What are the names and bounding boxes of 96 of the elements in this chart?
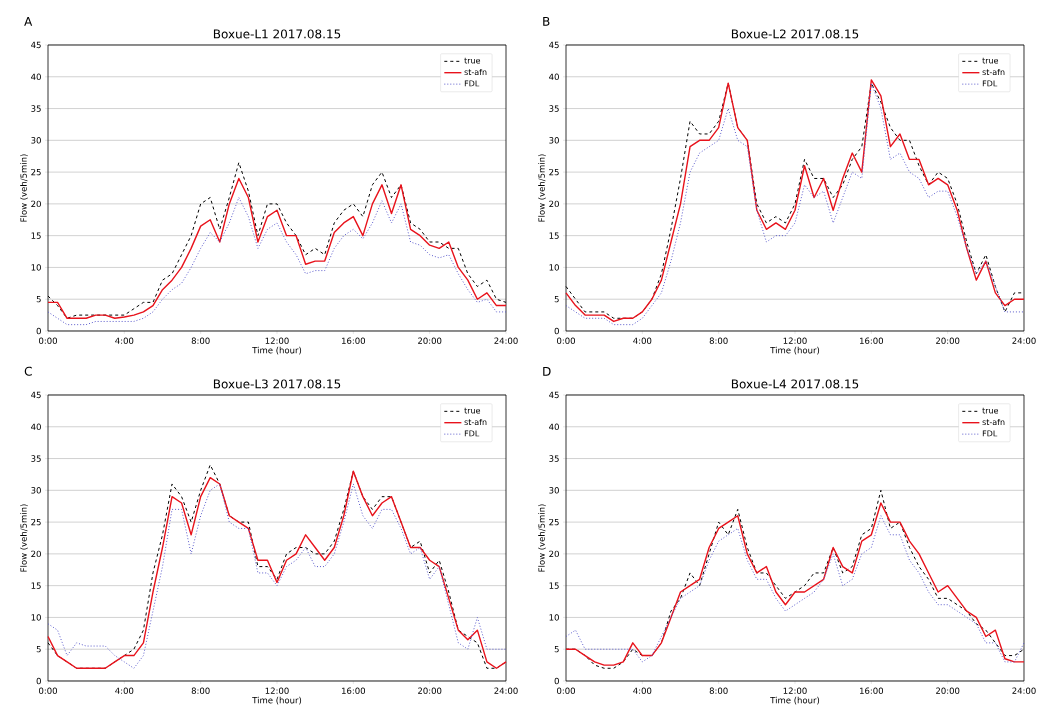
x-tick-label: 16:00 (342, 337, 366, 344)
chart-title: Boxue-L2 2017.08.15 (731, 29, 859, 39)
legend-label: true (982, 407, 999, 414)
x-tick-label: 20:00 (418, 337, 442, 344)
y-tick-label: 20 (31, 550, 41, 558)
y-tick-label: 5 (554, 646, 559, 653)
y-tick-label: 15 (549, 232, 559, 239)
y-tick-label: 15 (31, 232, 41, 239)
x-tick-label: 20:00 (418, 687, 442, 694)
chart-title: Boxue-L3 2017.08.15 (213, 379, 341, 389)
y-tick-label: 10 (31, 264, 41, 271)
y-tick-label: 5 (554, 296, 559, 303)
y-tick-label: 5 (36, 646, 41, 653)
y-axis-title: Flow (veh/5min) (20, 154, 28, 222)
y-tick-label: 45 (549, 391, 559, 399)
x-tick-label: 20:00 (936, 337, 960, 344)
y-tick-label: 40 (549, 423, 559, 430)
legend-label: FDL (982, 80, 998, 87)
text: D (543, 366, 551, 376)
y-tick-label: 10 (549, 614, 559, 621)
x-tick-label: 8:00 (191, 337, 210, 344)
x-tick-label: 12:00 (783, 687, 807, 694)
legend-label: true (464, 57, 481, 64)
y-tick-label: 30 (31, 137, 41, 144)
x-tick-label: 24:00 (494, 687, 518, 694)
x-tick-label: 20:00 (936, 687, 960, 694)
y-tick-label: 45 (31, 41, 41, 49)
y-tick-label: 40 (549, 73, 559, 80)
legend-label: true (464, 407, 481, 414)
chart-title: Boxue-L4 2017.08.15 (731, 379, 859, 389)
y-tick-label: 0 (554, 327, 559, 335)
y-tick-label: 35 (31, 455, 41, 462)
y-axis-title: Flow (veh/5min) (538, 154, 546, 222)
x-axis-title: Time (hour) (252, 346, 302, 355)
x-tick-label: 16:00 (860, 687, 884, 694)
x-tick-label: 12:00 (265, 337, 289, 344)
x-tick-label: 4:00 (633, 687, 652, 694)
x-axis-title: Time (hour) (770, 696, 820, 705)
y-tick-label: 15 (31, 582, 41, 589)
chart-title: Boxue-L1 2017.08.15 (213, 29, 341, 39)
y-tick-label: 0 (36, 677, 41, 685)
y-tick-label: 30 (549, 487, 559, 494)
x-tick-label: 24:00 (494, 337, 518, 344)
y-tick-label: 5 (36, 296, 41, 303)
x-tick-label: 0:00 (557, 337, 575, 344)
x-tick-label: 24:00 (1012, 687, 1036, 694)
y-tick-label: 40 (31, 73, 41, 80)
text: B (543, 16, 550, 26)
y-tick-label: 45 (31, 391, 41, 399)
legend-label: st-afn (982, 418, 1005, 426)
y-tick-label: 25 (549, 518, 559, 526)
y-tick-label: 15 (549, 582, 559, 589)
y-tick-label: 45 (549, 41, 559, 49)
y-tick-label: 25 (31, 518, 41, 526)
y-tick-label: 10 (31, 614, 41, 621)
text: A (24, 16, 33, 26)
y-tick-label: 0 (554, 677, 559, 685)
x-tick-label: 4:00 (115, 687, 134, 694)
x-tick-label: 8:00 (709, 337, 728, 344)
x-tick-label: 12:00 (783, 337, 807, 344)
y-tick-label: 30 (31, 487, 41, 494)
y-tick-label: 20 (549, 550, 559, 558)
x-tick-label: 4:00 (115, 337, 134, 344)
legend-label: st-afn (464, 418, 487, 426)
x-tick-label: 16:00 (860, 337, 884, 344)
x-tick-label: 8:00 (709, 687, 728, 694)
x-tick-label: 0:00 (39, 687, 57, 694)
y-tick-label: 20 (549, 200, 559, 208)
x-axis-title: Time (hour) (770, 346, 820, 355)
y-axis-title: Flow (veh/5min) (538, 504, 546, 572)
legend-label: st-afn (464, 68, 487, 76)
legend-label: true (982, 57, 999, 64)
y-tick-label: 35 (549, 105, 559, 112)
legend-label: FDL (982, 430, 998, 437)
x-tick-label: 24:00 (1012, 337, 1036, 344)
y-tick-label: 25 (31, 168, 41, 176)
x-axis-title: Time (hour) (252, 696, 302, 705)
y-tick-label: 30 (549, 137, 559, 144)
y-tick-label: 40 (31, 423, 41, 430)
y-tick-label: 0 (36, 327, 41, 335)
x-tick-label: 12:00 (265, 687, 289, 694)
legend-label: FDL (464, 430, 480, 437)
x-tick-label: 0:00 (39, 337, 57, 344)
x-tick-label: 16:00 (342, 687, 366, 694)
x-tick-label: 0:00 (557, 687, 575, 694)
y-tick-label: 10 (549, 264, 559, 271)
y-tick-label: 35 (549, 455, 559, 462)
legend-label: st-afn (982, 68, 1005, 76)
legend-label: FDL (464, 80, 480, 87)
x-tick-label: 4:00 (633, 337, 652, 344)
x-tick-label: 8:00 (191, 687, 210, 694)
y-tick-label: 25 (549, 168, 559, 176)
y-axis-title: Flow (veh/5min) (20, 504, 28, 572)
text: C (24, 366, 32, 376)
y-tick-label: 20 (31, 200, 41, 208)
y-tick-label: 35 (31, 105, 41, 112)
